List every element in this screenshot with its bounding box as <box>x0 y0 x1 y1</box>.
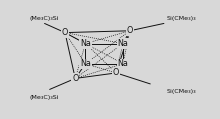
Text: (Me₃C)₃Si: (Me₃C)₃Si <box>29 16 59 21</box>
Text: O: O <box>127 26 133 35</box>
Text: O: O <box>113 68 119 77</box>
Text: Si(CMe₃)₃: Si(CMe₃)₃ <box>167 89 196 94</box>
Text: Na: Na <box>117 59 128 68</box>
Text: Na: Na <box>80 39 91 48</box>
Text: Si(CMe₃)₃: Si(CMe₃)₃ <box>167 16 196 21</box>
Text: Na: Na <box>80 59 91 68</box>
Text: Na: Na <box>117 39 128 48</box>
Text: (Me₃C)₃Si: (Me₃C)₃Si <box>29 95 59 100</box>
Text: O: O <box>72 74 78 83</box>
Text: O: O <box>62 28 68 37</box>
